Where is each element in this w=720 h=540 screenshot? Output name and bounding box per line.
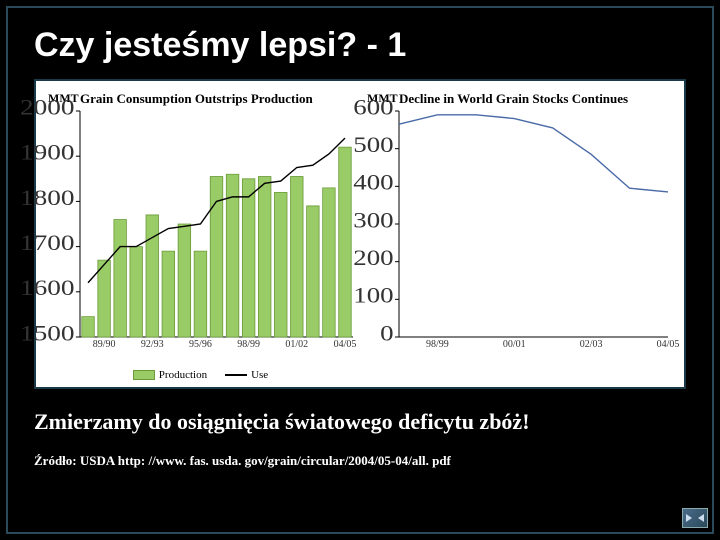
slide-frame: Czy jesteśmy lepsi? - 1 MMT Grain Consum…: [6, 6, 714, 534]
x-tick: 01/02: [285, 339, 308, 350]
x-tick: 00/01: [503, 339, 526, 350]
svg-text:400: 400: [353, 171, 393, 196]
x-tick: 89/90: [93, 339, 116, 350]
svg-text:1900: 1900: [20, 141, 75, 165]
x-tick: 04/05: [334, 339, 357, 350]
charts-panel: MMT Grain Consumption Outstrips Producti…: [34, 79, 686, 389]
legend-swatch-bar: [133, 370, 155, 380]
svg-text:1500: 1500: [20, 321, 75, 345]
legend-label-use: Use: [251, 369, 268, 381]
slide-title: Czy jesteśmy lepsi? - 1: [34, 26, 686, 65]
slide-caption: Zmierzamy do osiągnięcia światowego defi…: [34, 409, 686, 435]
chart-right: MMT Decline in World Grain Stocks Contin…: [363, 91, 676, 383]
svg-text:600: 600: [353, 95, 393, 120]
legend-label-production: Production: [159, 369, 207, 381]
svg-text:0: 0: [380, 321, 393, 346]
svg-text:300: 300: [353, 208, 393, 233]
svg-text:200: 200: [353, 246, 393, 271]
chart-left-plot: 150016001700180019002000: [80, 111, 353, 337]
x-tick: 92/93: [141, 339, 164, 350]
legend-item-use: Use: [225, 369, 268, 381]
chart-left-legend: Production Use: [44, 369, 357, 381]
x-tick: 02/03: [580, 339, 603, 350]
x-tick: 04/05: [657, 339, 680, 350]
svg-text:1800: 1800: [20, 186, 75, 210]
svg-text:100: 100: [353, 284, 393, 309]
svg-text:1600: 1600: [20, 276, 75, 300]
svg-text:500: 500: [353, 133, 393, 158]
chart-right-plot: 0100200300400500600: [399, 111, 668, 337]
slide-nav-icon[interactable]: [682, 508, 708, 528]
legend-item-production: Production: [133, 369, 207, 381]
svg-text:2000: 2000: [20, 95, 75, 119]
x-tick: 98/99: [237, 339, 260, 350]
svg-text:1700: 1700: [20, 231, 75, 255]
x-tick: 98/99: [426, 339, 449, 350]
slide-source: Źródło: USDA http: //www. fas. usda. gov…: [34, 453, 686, 469]
chart-left-xticks: 89/9092/9395/9698/9901/0204/05: [80, 339, 353, 353]
chart-left-title: Grain Consumption Outstrips Production: [80, 91, 357, 107]
chart-left: MMT Grain Consumption Outstrips Producti…: [44, 91, 357, 383]
chart-right-xticks: 98/9900/0102/0304/05: [399, 339, 668, 353]
chart-right-title: Decline in World Grain Stocks Continues: [399, 91, 676, 107]
x-tick: 95/96: [189, 339, 212, 350]
legend-swatch-line: [225, 374, 247, 376]
